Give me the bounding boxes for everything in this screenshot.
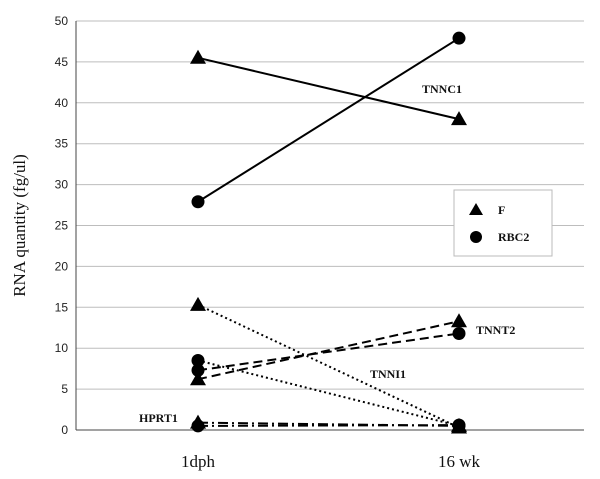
data-point-circle bbox=[191, 353, 205, 367]
annotation-tnnc1: TNNC1 bbox=[422, 82, 462, 96]
data-point-circle bbox=[191, 195, 205, 209]
y-tick-label: 35 bbox=[55, 137, 69, 151]
annotation-tnni1: TNNI1 bbox=[370, 367, 406, 381]
data-point-circle bbox=[191, 419, 205, 433]
gridlines bbox=[75, 20, 584, 431]
series-markers bbox=[190, 31, 467, 434]
series-line-hprt1-f bbox=[197, 421, 460, 427]
y-tick-label: 30 bbox=[55, 178, 69, 192]
data-point-circle bbox=[452, 31, 466, 45]
annotation-hprt1: HPRT1 bbox=[139, 411, 178, 425]
legend-triangle-marker bbox=[469, 203, 483, 215]
series-line-tnnc1-f bbox=[197, 56, 460, 121]
y-axis-label: RNA quantity (fg/ul) bbox=[10, 154, 29, 297]
y-tick-label: 5 bbox=[61, 382, 68, 396]
series-line-tnni1-rbc2 bbox=[197, 359, 460, 427]
data-point-circle bbox=[452, 326, 466, 340]
annotation-tnnt2: TNNT2 bbox=[476, 323, 515, 337]
x-tick-label: 16 wk bbox=[438, 452, 481, 471]
x-tick-labels: 1dph 16 wk bbox=[181, 452, 481, 471]
legend: F RBC2 bbox=[453, 189, 553, 257]
y-tick-label: 15 bbox=[55, 300, 69, 314]
y-tick-label: 45 bbox=[55, 55, 69, 69]
legend-label-rbc2: RBC2 bbox=[498, 230, 529, 244]
data-point-triangle bbox=[190, 49, 206, 64]
y-tick-label: 20 bbox=[55, 259, 69, 273]
data-point-triangle bbox=[190, 371, 206, 386]
legend-box bbox=[453, 189, 553, 257]
data-point-circle bbox=[452, 418, 466, 432]
data-point-triangle bbox=[451, 313, 467, 328]
y-tick-label: 40 bbox=[55, 96, 69, 110]
series-line-tnni1-f bbox=[197, 303, 460, 429]
legend-circle-marker bbox=[470, 231, 482, 243]
series-line-tnnt2-f bbox=[197, 320, 460, 381]
series-line-hprt1-rbc2 bbox=[197, 424, 460, 427]
y-tick-label: 25 bbox=[55, 219, 69, 233]
data-point-triangle bbox=[190, 296, 206, 311]
x-tick-label: 1dph bbox=[181, 452, 216, 471]
data-point-triangle bbox=[451, 111, 467, 126]
series-lines bbox=[197, 37, 460, 429]
y-tick-labels: 0 5 10 15 20 25 30 35 40 45 50 bbox=[55, 14, 69, 437]
y-tick-label: 50 bbox=[55, 14, 69, 28]
legend-label-f: F bbox=[498, 203, 505, 217]
data-point-circle bbox=[191, 363, 205, 377]
series-line-tnnt2-rbc2 bbox=[197, 332, 460, 372]
y-tick-label: 10 bbox=[55, 341, 69, 355]
series-line-tnnc1-rbc2 bbox=[197, 37, 460, 203]
y-tick-label: 0 bbox=[61, 423, 68, 437]
